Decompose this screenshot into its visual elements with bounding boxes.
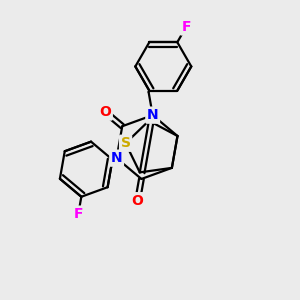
Text: F: F (182, 20, 191, 34)
Text: N: N (147, 108, 158, 122)
Text: N: N (111, 151, 122, 165)
Text: O: O (99, 105, 111, 119)
Text: F: F (74, 207, 83, 221)
Text: O: O (132, 194, 143, 208)
Text: S: S (121, 136, 130, 150)
